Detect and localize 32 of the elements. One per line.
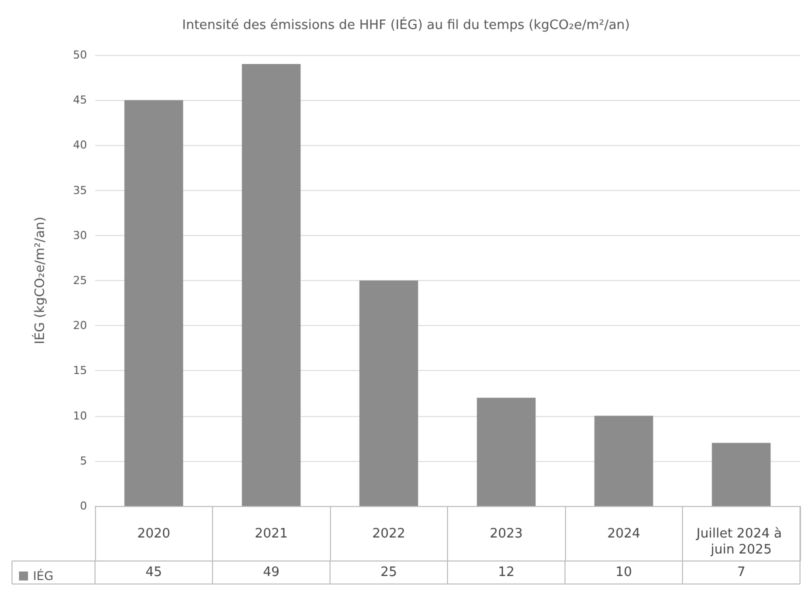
bar (359, 280, 418, 506)
y-axis-title: IÉG (kgCO₂e/m²/an) (31, 216, 48, 344)
y-tick-label: 30 (73, 228, 87, 242)
x-tick-label: Juillet 2024 à juin 2025 (696, 526, 786, 558)
bar (476, 398, 536, 506)
bar (712, 442, 771, 506)
y-tick-label: 25 (73, 274, 87, 287)
data-label: 49 (262, 565, 280, 580)
chart-title: Intensité des émissions de HHF (IÉG) au fil du temps (kgCO₂e/m²/an) (182, 16, 630, 33)
bar (124, 100, 184, 506)
bar (594, 416, 654, 506)
data-label: 25 (380, 565, 398, 580)
data-label: 45 (145, 565, 162, 580)
data-label: 7 (737, 565, 746, 580)
x-tick-label: 2020 (137, 526, 170, 542)
legend-label: IÉG (33, 568, 54, 583)
y-tick-label: 0 (80, 500, 87, 512)
bar (242, 64, 301, 506)
y-tick-label: 10 (73, 409, 87, 422)
x-tick-label: 2021 (254, 526, 288, 542)
x-tick-label: 2024 (607, 526, 640, 542)
y-tick-label: 40 (73, 138, 87, 152)
y-tick-label: 35 (73, 184, 87, 197)
y-tick-label: 45 (73, 94, 87, 107)
y-tick-label: 20 (73, 319, 87, 332)
x-tick-label: 2022 (372, 526, 406, 542)
y-tick-label: 15 (73, 364, 87, 378)
data-label: 12 (498, 565, 515, 580)
x-tick-label: 2023 (490, 526, 523, 542)
y-tick-label: 50 (73, 48, 87, 62)
data-label: 10 (615, 565, 632, 580)
y-tick-label: 5 (80, 454, 87, 468)
